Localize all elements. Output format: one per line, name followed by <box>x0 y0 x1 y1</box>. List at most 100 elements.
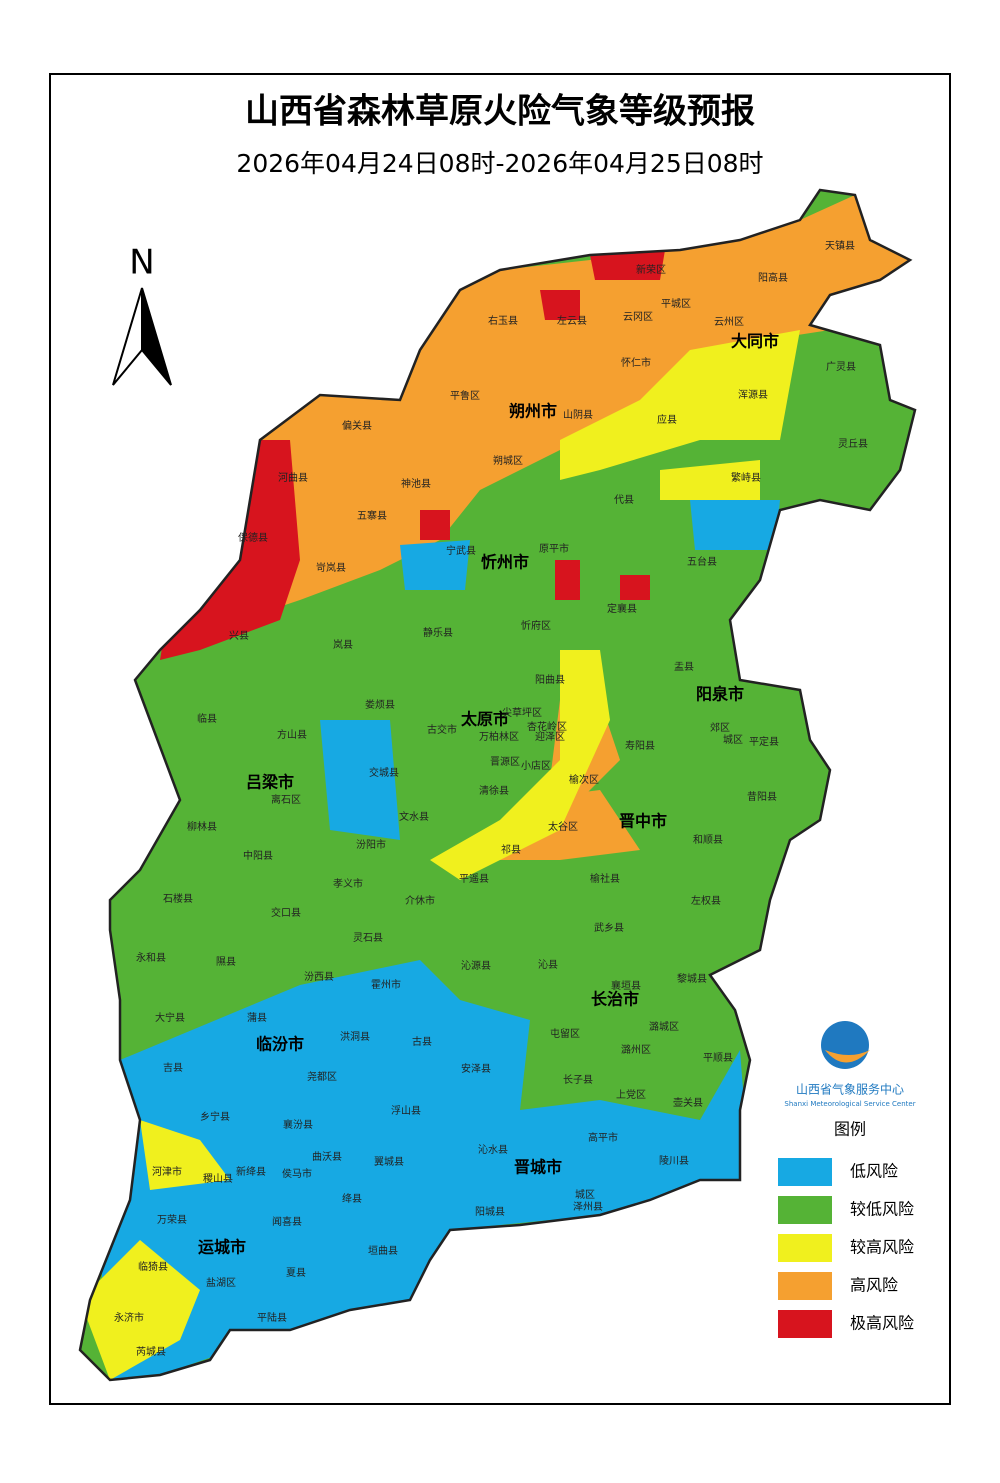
legend-title: 图例 <box>834 1120 866 1139</box>
county-label: 芮城县 <box>136 1345 166 1358</box>
county-label: 郊区 <box>710 721 730 734</box>
county-label: 晋源区 <box>490 755 520 768</box>
city-label: 太原市 <box>460 710 509 729</box>
county-label: 河曲县 <box>278 472 308 484</box>
county-label: 平陆县 <box>257 1311 287 1324</box>
county-label: 河津市 <box>152 1165 182 1178</box>
county-label: 云冈区 <box>623 311 653 323</box>
logo-icon <box>825 1050 870 1063</box>
logo-name: 山西省气象服务中心 <box>796 1082 904 1097</box>
county-label: 阳高县 <box>758 271 788 284</box>
risk-region <box>540 290 580 320</box>
county-label: 天镇县 <box>825 239 855 252</box>
county-label: 隰县 <box>216 956 236 968</box>
county-label: 潞州区 <box>621 1043 651 1056</box>
county-label: 长子县 <box>563 1074 593 1086</box>
county-label: 上党区 <box>616 1088 646 1101</box>
county-label: 方山县 <box>277 728 307 741</box>
county-label: 吉县 <box>163 1062 183 1074</box>
county-label: 曲沃县 <box>312 1151 342 1163</box>
county-label: 山阴县 <box>563 409 593 421</box>
county-label: 侯马市 <box>282 1167 312 1180</box>
legend-label: 较低风险 <box>850 1200 914 1219</box>
city-label: 临汾市 <box>256 1035 304 1054</box>
city-label: 朔州市 <box>509 402 557 421</box>
risk-region <box>560 330 800 480</box>
county-label: 太谷区 <box>548 820 578 833</box>
county-label: 稷山县 <box>203 1173 233 1185</box>
county-label: 平定县 <box>749 735 779 748</box>
risk-region <box>690 500 780 550</box>
county-label: 娄烦县 <box>365 698 395 711</box>
county-label: 石楼县 <box>163 892 193 905</box>
county-label: 孝义市 <box>333 877 363 890</box>
city-label: 运城市 <box>198 1238 246 1257</box>
county-label: 武乡县 <box>594 921 624 934</box>
county-label: 兴县 <box>229 630 249 642</box>
county-label: 交城县 <box>369 766 399 779</box>
county-label: 灵石县 <box>353 932 383 944</box>
county-label: 宁武县 <box>446 544 476 557</box>
county-label: 垣曲县 <box>368 1245 398 1257</box>
county-label: 右玉县 <box>488 314 518 327</box>
county-label: 乡宁县 <box>200 1110 230 1123</box>
county-label: 原平市 <box>539 542 569 555</box>
county-label: 平城区 <box>661 298 691 310</box>
county-label: 沁水县 <box>478 1144 508 1156</box>
county-label: 绛县 <box>342 1192 362 1205</box>
city-label: 忻州市 <box>481 553 529 572</box>
county-label: 闻喜县 <box>272 1215 302 1228</box>
county-label: 灵丘县 <box>838 438 868 450</box>
title: 山西省森林草原火险气象等级预报 <box>245 92 755 132</box>
county-label: 怀仁市 <box>621 356 651 369</box>
county-label: 五寨县 <box>357 509 387 522</box>
county-label: 祁县 <box>501 843 521 856</box>
county-label: 沁县 <box>538 959 558 971</box>
county-label: 浑源县 <box>738 388 768 401</box>
map <box>78 188 917 1382</box>
legend-label: 高风险 <box>850 1276 898 1295</box>
county-label: 沁源县 <box>461 959 491 972</box>
county-label: 城区 <box>575 1189 595 1201</box>
county-label: 壶关县 <box>673 1096 703 1109</box>
county-label: 陵川县 <box>659 1155 689 1167</box>
risk-regions <box>80 195 910 1380</box>
county-label: 夏县 <box>286 1267 306 1279</box>
county-label: 代县 <box>614 494 634 506</box>
risk-region <box>240 195 910 620</box>
county-label: 万柏林区 <box>479 730 519 743</box>
county-label: 榆次区 <box>569 773 599 786</box>
county-label: 新绛县 <box>236 1165 266 1178</box>
county-label: 应县 <box>657 413 677 426</box>
county-label: 尧都区 <box>307 1070 337 1083</box>
city-label: 晋城市 <box>514 1158 562 1177</box>
county-label: 寿阳县 <box>625 739 655 752</box>
city-label: 大同市 <box>731 332 779 351</box>
county-label: 左权县 <box>691 894 721 907</box>
legend-label: 低风险 <box>850 1162 898 1181</box>
county-label: 新荣区 <box>636 263 666 276</box>
county-label: 柳林县 <box>187 820 217 833</box>
county-label: 临县 <box>197 712 217 725</box>
county-label: 永和县 <box>136 951 166 964</box>
logo-name-en: Shanxi Meteorological Service Center <box>784 1100 915 1108</box>
county-label: 阳曲县 <box>535 674 565 686</box>
risk-region <box>400 540 470 590</box>
county-label: 安泽县 <box>461 1062 491 1075</box>
county-label: 浮山县 <box>391 1105 421 1117</box>
county-label: 离石区 <box>271 793 301 806</box>
risk-region <box>320 720 400 840</box>
county-label: 介休市 <box>405 894 435 907</box>
county-label: 交口县 <box>271 906 301 919</box>
county-label: 城区 <box>723 734 743 746</box>
legend-swatch <box>778 1158 832 1186</box>
county-label: 阳城县 <box>475 1206 505 1218</box>
compass-letter: N <box>129 243 154 283</box>
risk-region <box>80 1240 200 1380</box>
compass-arrow <box>141 287 172 386</box>
county-label: 襄垣县 <box>611 979 641 992</box>
county-label: 潞城区 <box>649 1020 679 1033</box>
